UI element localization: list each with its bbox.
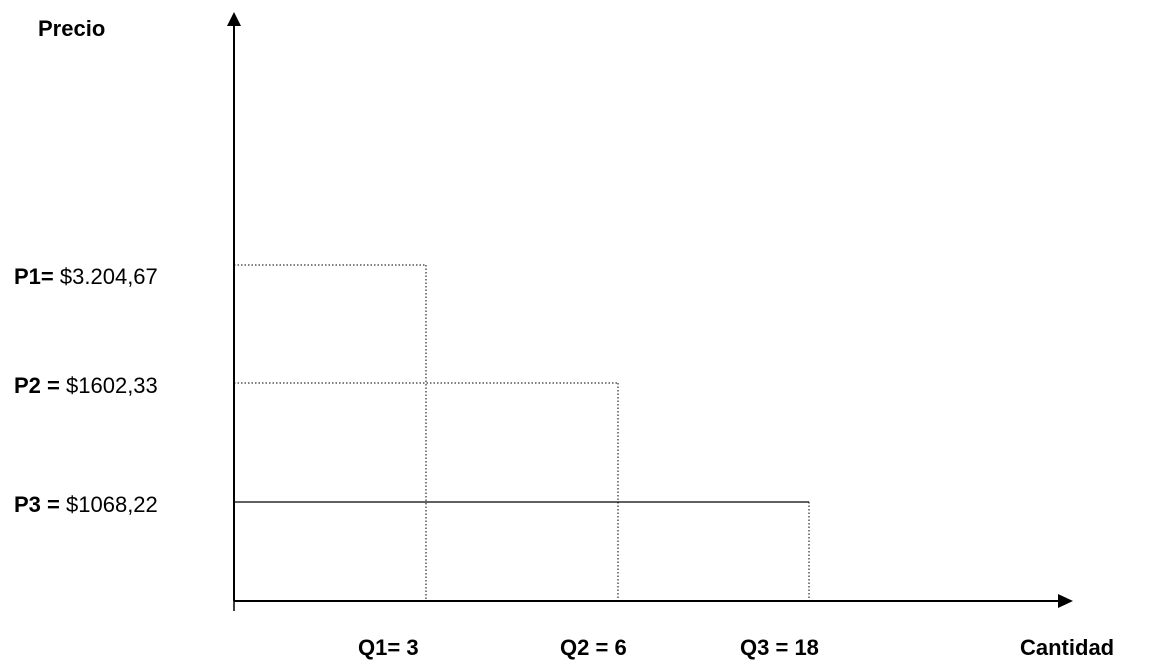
quantity-label-q3-name: Q3	[740, 635, 770, 660]
quantity-label-q3-sep: =	[769, 635, 795, 660]
price-label-p3-sep: =	[40, 492, 60, 517]
price-label-p1-sep: =	[40, 264, 54, 289]
price-label-p2-sep: =	[40, 373, 60, 398]
x-axis-arrow-icon	[1058, 594, 1073, 608]
price-label-p2: P2 = $1602,33	[14, 375, 158, 397]
quantity-label-q1: Q1= 3	[358, 637, 419, 659]
quantity-label-q3-value: 18	[794, 635, 819, 660]
x-axis-title: Cantidad	[1020, 635, 1115, 660]
quantity-label-q1-name: Q1	[358, 635, 388, 660]
price-label-p2-name: P2	[14, 373, 41, 398]
y-axis-title: Precio	[38, 16, 106, 41]
price-label-p3: P3 = $1068,22	[14, 494, 158, 516]
y-axis-arrow-icon	[227, 12, 241, 26]
quantity-label-q2-value: 6	[614, 635, 627, 660]
quantity-label-q2-sep: =	[589, 635, 615, 660]
price-label-p2-value: $1602,33	[66, 373, 158, 398]
price-label-p1-name: P1	[14, 264, 41, 289]
price-label-p3-name: P3	[14, 492, 41, 517]
quantity-label-q2: Q2 = 6	[560, 637, 627, 659]
quantity-label-q1-sep: =	[387, 635, 407, 660]
quantity-label-q3: Q3 = 18	[740, 637, 819, 659]
quantity-label-q2-name: Q2	[560, 635, 590, 660]
price-label-p1-value: $3.204,67	[59, 264, 158, 289]
quantity-label-q1-value: 3	[406, 635, 419, 660]
price-label-p1: P1= $3.204,67	[14, 266, 158, 288]
price-label-p3-value: $1068,22	[66, 492, 158, 517]
